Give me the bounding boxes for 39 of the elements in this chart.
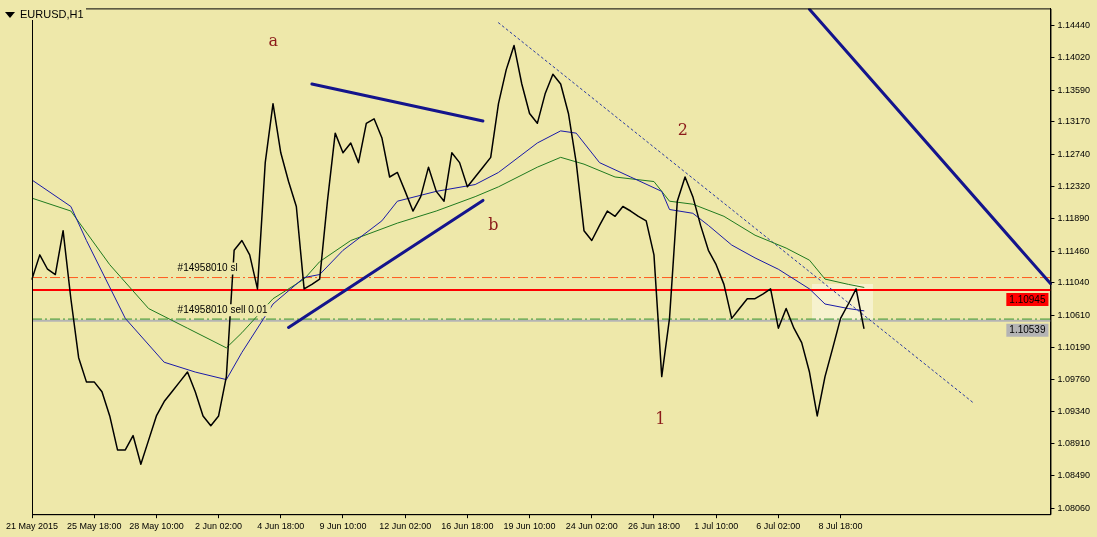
ref-line-label: 1.10539	[1009, 324, 1046, 336]
y-tick-label: 1.10610	[1057, 309, 1091, 320]
x-tick-label: 12 Jun 02:00	[379, 521, 432, 532]
x-tick-label: 6 Jul 02:00	[756, 521, 801, 532]
y-tick-label: 1.08490	[1057, 470, 1091, 481]
x-tick-label: 28 May 10:00	[129, 521, 184, 532]
y-tick-label: 1.11040	[1057, 277, 1090, 288]
annotation: 2	[677, 120, 688, 140]
y-tick-label: 1.09760	[1057, 374, 1091, 385]
x-tick-label: 25 May 18:00	[66, 521, 122, 532]
y-tick-label: 1.10190	[1057, 341, 1091, 352]
y-tick-label: 1.13170	[1057, 116, 1091, 127]
y-tick-label: 1.08910	[1057, 438, 1091, 449]
x-tick-label: 16 Jun 18:00	[441, 521, 494, 532]
y-tick-label: 1.14440	[1057, 20, 1091, 31]
x-tick-label: 8 Jul 18:00	[818, 521, 863, 532]
x-tick-label: 9 Jun 10:00	[319, 521, 367, 532]
x-tick-label: 24 Jun 02:00	[565, 521, 618, 532]
y-tick-label: 1.11890	[1057, 213, 1090, 224]
y-tick-label: 1.08060	[1057, 502, 1091, 513]
annotation: b	[488, 215, 499, 235]
annotation: 1	[655, 408, 666, 428]
x-tick-label: 26 Jun 18:00	[627, 521, 680, 532]
ref-line-label: #14958010 sl	[177, 262, 238, 274]
ref-line-label: 1.10945	[1009, 293, 1046, 305]
x-tick-label: 4 Jun 18:00	[257, 521, 305, 532]
x-tick-label: 2 Jun 02:00	[195, 521, 243, 532]
y-tick-label: 1.11460	[1057, 245, 1090, 256]
y-tick-label: 1.09340	[1057, 405, 1091, 416]
y-tick-label: 1.12740	[1057, 148, 1091, 159]
x-tick-label: 19 Jun 10:00	[503, 521, 556, 532]
annotation: a	[268, 31, 279, 51]
x-tick-label: 21 May 2015	[5, 521, 59, 532]
y-tick-label: 1.14020	[1057, 52, 1091, 63]
x-tick-label: 1 Jul 10:00	[694, 521, 739, 532]
ref-line-label: #14958010 sell 0.01	[177, 303, 269, 315]
y-tick-label: 1.13590	[1057, 84, 1091, 95]
chart-title: EURUSD,H1	[18, 8, 86, 20]
y-tick-label: 1.12320	[1057, 180, 1091, 191]
